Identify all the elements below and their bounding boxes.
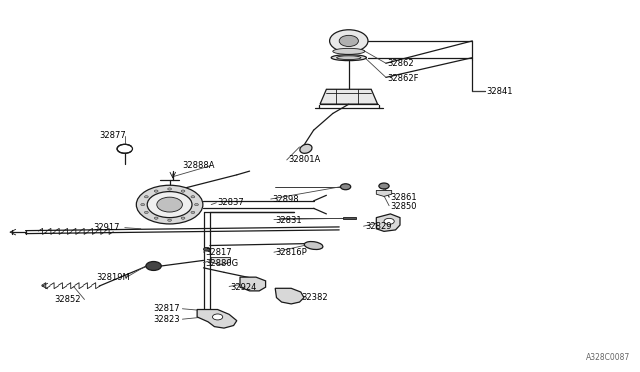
Text: 32850: 32850 <box>390 202 417 211</box>
Polygon shape <box>320 89 378 104</box>
Text: 32829: 32829 <box>365 222 391 231</box>
Text: 32817: 32817 <box>205 248 232 257</box>
Ellipse shape <box>333 48 365 54</box>
Text: A328C0087: A328C0087 <box>586 353 630 362</box>
Circle shape <box>191 211 195 214</box>
Circle shape <box>145 211 148 214</box>
Polygon shape <box>376 190 392 196</box>
Ellipse shape <box>337 56 361 60</box>
Polygon shape <box>211 257 230 265</box>
Circle shape <box>147 192 192 218</box>
Text: 32816P: 32816P <box>275 248 307 257</box>
Text: 32862: 32862 <box>387 59 414 68</box>
Polygon shape <box>275 288 304 304</box>
Text: 32823: 32823 <box>154 315 180 324</box>
Text: 32382: 32382 <box>301 293 328 302</box>
Circle shape <box>157 197 182 212</box>
Polygon shape <box>376 214 400 231</box>
Circle shape <box>141 203 145 206</box>
Circle shape <box>204 247 210 251</box>
Text: 32917: 32917 <box>93 223 119 232</box>
Circle shape <box>330 30 368 52</box>
Text: 32841: 32841 <box>486 87 513 96</box>
Circle shape <box>339 35 358 46</box>
Circle shape <box>340 184 351 190</box>
Circle shape <box>181 217 185 219</box>
Text: 32831: 32831 <box>275 216 302 225</box>
Ellipse shape <box>332 55 367 61</box>
Text: 32924: 32924 <box>230 283 257 292</box>
Text: 32817: 32817 <box>154 304 180 313</box>
Text: 32888A: 32888A <box>182 161 215 170</box>
Text: 32852: 32852 <box>54 295 81 304</box>
Circle shape <box>168 219 172 221</box>
Circle shape <box>168 188 172 190</box>
Circle shape <box>146 262 161 270</box>
Polygon shape <box>240 277 266 291</box>
Text: 32877: 32877 <box>99 131 126 140</box>
Text: 32837: 32837 <box>218 198 244 207</box>
Ellipse shape <box>304 241 323 250</box>
Text: 32898: 32898 <box>272 195 299 203</box>
Circle shape <box>145 196 148 198</box>
Ellipse shape <box>300 144 312 153</box>
Polygon shape <box>197 310 237 328</box>
Circle shape <box>212 314 223 320</box>
Text: 32861: 32861 <box>390 193 417 202</box>
Text: 32880G: 32880G <box>205 259 238 268</box>
Polygon shape <box>343 217 356 219</box>
Circle shape <box>191 196 195 198</box>
Circle shape <box>154 217 158 219</box>
Circle shape <box>379 183 389 189</box>
Text: 32862F: 32862F <box>387 74 419 83</box>
Circle shape <box>136 185 203 224</box>
Circle shape <box>384 218 394 224</box>
Text: 32801A: 32801A <box>288 155 320 164</box>
Circle shape <box>181 190 185 192</box>
Text: 32819M: 32819M <box>96 273 130 282</box>
Circle shape <box>154 190 158 192</box>
Circle shape <box>195 203 198 206</box>
